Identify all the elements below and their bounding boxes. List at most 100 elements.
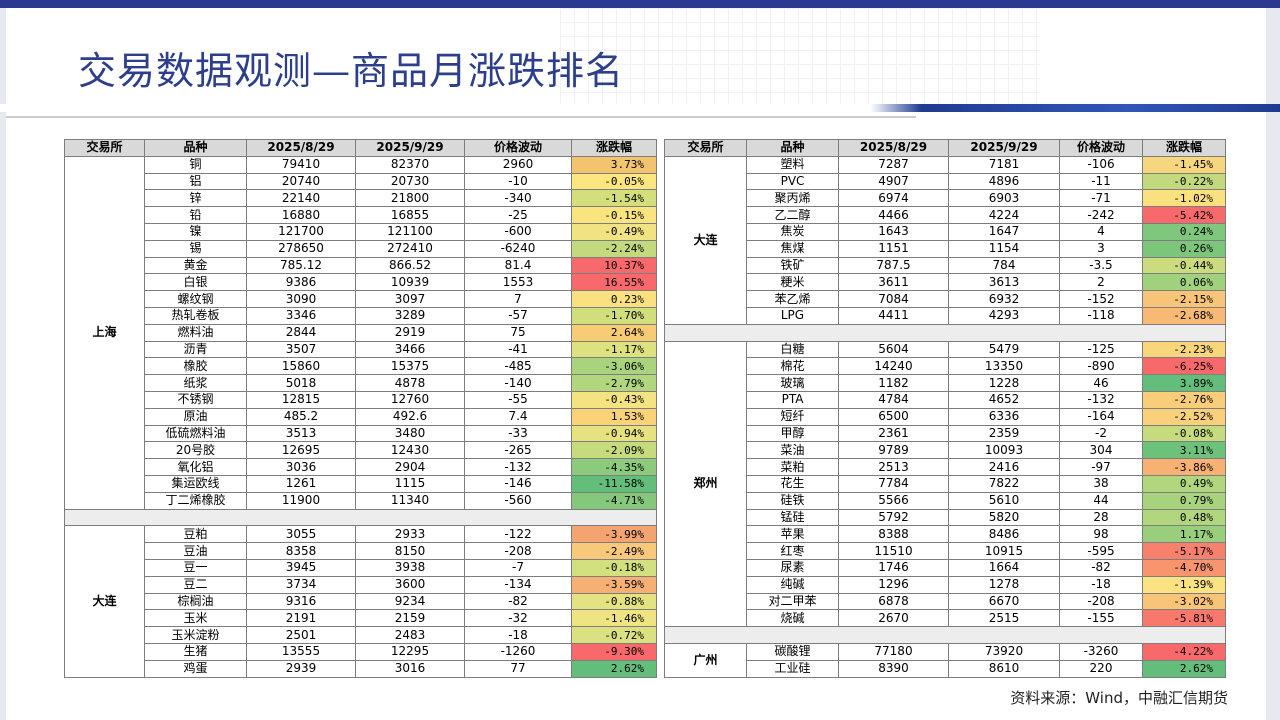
price-change-cell: 2 (1059, 273, 1143, 292)
price-change-cell: -97 (1059, 458, 1143, 476)
table-row: 豆二 3734 3600 -134 -3.59% (65, 575, 657, 594)
price-aug-cell: 9789 (838, 441, 949, 460)
price-change-cell: -6240 (464, 239, 572, 258)
price-sep-cell: 3097 (355, 290, 465, 308)
pct-change-cell: -2.76% (1142, 390, 1226, 409)
variety-cell: 棕榈油 (144, 592, 247, 611)
table-row: 锰硅 5792 5820 28 0.48% (665, 508, 1226, 527)
price-aug-cell: 3055 (246, 525, 356, 544)
pct-change-cell: 16.55% (571, 273, 657, 292)
price-aug-cell: 12815 (246, 390, 356, 409)
price-sep-cell: 11340 (355, 491, 465, 510)
table-row: 铅 16880 16855 -25 -0.15% (65, 206, 657, 224)
pct-change-cell: -0.94% (571, 424, 657, 443)
price-sep-cell: 6903 (948, 189, 1060, 208)
price-aug-cell: 3036 (246, 458, 356, 476)
price-change-cell: 44 (1059, 491, 1143, 510)
table-row: 大连 塑料 7287 7181 -106 -1.45% (664, 155, 1226, 325)
pct-change-cell: -1.39% (1142, 575, 1226, 594)
variety-cell: 硅铁 (746, 491, 839, 510)
variety-cell: 乙二醇 (746, 206, 839, 224)
price-sep-cell: 2515 (948, 609, 1060, 628)
header-date-2: 2025/9/29 (948, 139, 1060, 157)
price-aug-cell: 5792 (838, 508, 949, 527)
table-row: 黄金 785.12 866.52 81.4 10.37% (65, 256, 657, 275)
price-change-cell: -57 (464, 306, 572, 325)
price-sep-cell: 3480 (355, 424, 465, 443)
price-aug-cell: 485.2 (246, 407, 356, 426)
price-sep-cell: 3289 (355, 306, 465, 325)
price-change-cell: -7 (464, 558, 572, 577)
price-change-cell: -122 (464, 525, 572, 544)
table-row: 生猪 13555 12295 -1260 -9.30% (65, 642, 657, 661)
right-frame (1266, 8, 1280, 720)
header-date-1: 2025/8/29 (838, 139, 949, 157)
variety-cell: 集运欧线 (144, 474, 247, 493)
price-change-cell: -32 (464, 609, 572, 628)
price-change-cell: -118 (1059, 306, 1143, 325)
price-sep-cell: 121100 (355, 222, 465, 241)
price-aug-cell: 3507 (246, 340, 356, 359)
price-change-cell: -600 (464, 222, 572, 241)
price-sep-cell: 492.6 (355, 407, 465, 426)
variety-cell: 锡 (144, 239, 247, 258)
table-row: 棕榈油 9316 9234 -82 -0.88% (65, 592, 657, 611)
price-change-cell: 220 (1059, 659, 1143, 678)
price-change-cell: 38 (1059, 474, 1143, 493)
pct-change-cell: -1.54% (571, 189, 657, 208)
variety-cell: 花生 (746, 474, 839, 493)
source-note: 资料来源：Wind，中融汇信期货 (1010, 689, 1228, 707)
price-aug-cell: 8358 (246, 542, 356, 560)
price-aug-cell: 9386 (246, 273, 356, 292)
title-underline (6, 116, 916, 118)
price-change-cell: 304 (1059, 441, 1143, 460)
price-sep-cell: 12760 (355, 390, 465, 409)
price-aug-cell: 1261 (246, 474, 356, 493)
table-row: 上海铜 79410 82370 2960 3.73% (64, 155, 657, 510)
exchange-cell: 大连 (64, 525, 145, 678)
variety-cell: PVC (746, 172, 839, 191)
price-sep-cell: 20730 (355, 172, 465, 191)
price-aug-cell: 13555 (246, 642, 356, 661)
price-change-cell: -55 (464, 390, 572, 409)
price-aug-cell: 4907 (838, 172, 949, 191)
price-change-cell: -125 (1059, 340, 1143, 359)
variety-cell: 白糖 (746, 340, 839, 359)
price-change-cell: 1553 (464, 273, 572, 292)
price-aug-cell: 1643 (838, 222, 949, 241)
price-sep-cell: 1647 (948, 222, 1060, 241)
price-aug-cell: 9316 (246, 592, 356, 611)
table-row: 锌 22140 21800 -340 -1.54% (65, 189, 657, 208)
pct-change-cell: -0.05% (571, 172, 657, 191)
price-change-cell: 3 (1059, 239, 1143, 258)
pct-change-cell: -6.25% (1142, 357, 1226, 376)
pct-change-cell: -0.72% (571, 626, 657, 644)
price-change-cell: 4 (1059, 222, 1143, 241)
pct-change-cell: -2.15% (1142, 290, 1226, 308)
price-change-cell: 46 (1059, 374, 1143, 392)
table-row: 对二甲苯 6878 6670 -208 -3.02% (665, 592, 1226, 611)
price-aug-cell: 121700 (246, 222, 356, 241)
pct-change-cell: 3.73% (571, 155, 657, 174)
table-row: 集运欧线 1261 1115 -146 -11.58% (65, 474, 657, 493)
table-row: 玉米淀粉 2501 2483 -18 -0.72% (65, 626, 657, 644)
price-aug-cell: 5566 (838, 491, 949, 510)
price-aug-cell: 1746 (838, 558, 949, 577)
variety-cell: 焦炭 (746, 222, 839, 241)
price-aug-cell: 20740 (246, 172, 356, 191)
variety-cell: 工业硅 (746, 659, 839, 678)
pct-change-cell: -5.17% (1142, 542, 1226, 560)
pct-change-cell: -0.15% (571, 206, 657, 224)
table-row: 橡胶 15860 15375 -485 -3.06% (65, 357, 657, 376)
variety-cell: 锌 (144, 189, 247, 208)
price-sep-cell: 8486 (948, 525, 1060, 544)
price-change-cell: -18 (464, 626, 572, 644)
table-row: 聚丙烯 6974 6903 -71 -1.02% (665, 189, 1226, 208)
separator-cell (664, 323, 1226, 342)
table-row: 玉米 2191 2159 -32 -1.46% (65, 609, 657, 628)
pct-change-cell: -2.52% (1142, 407, 1226, 426)
price-sep-cell: 3938 (355, 558, 465, 577)
table-row: 乙二醇 4466 4224 -242 -5.42% (665, 206, 1226, 224)
pct-change-cell: -2.49% (571, 542, 657, 560)
price-change-cell: -132 (464, 458, 572, 476)
